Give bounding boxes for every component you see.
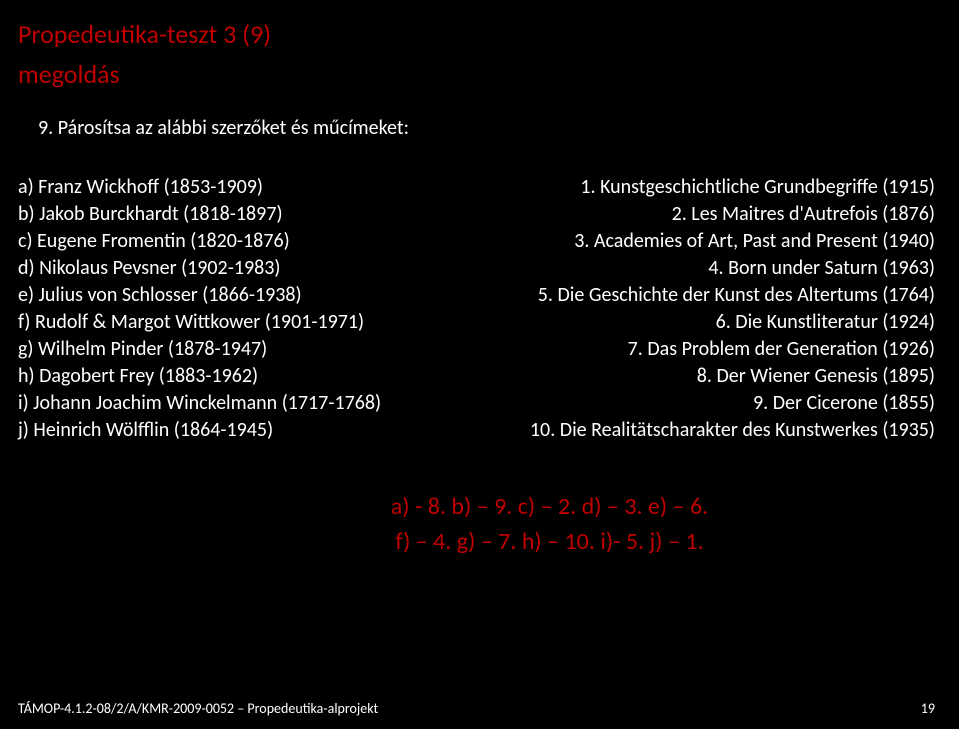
work-item: 2. Les Maitres d'Autrefois (1876) (478, 201, 935, 228)
work-item: 9. Der Cicerone (1855) (478, 390, 935, 417)
answers-row-1: a) - 8. b) – 9. c) – 2. d) – 3. e) – 6. (238, 490, 861, 525)
work-item: 8. Der Wiener Genesis (1895) (478, 363, 935, 390)
answers-block: a) - 8. b) – 9. c) – 2. d) – 3. e) – 6. … (18, 490, 941, 560)
work-item: 4. Born under Saturn (1963) (478, 255, 935, 282)
author-item: b) Jakob Burckhardt (1818-1897) (18, 201, 438, 228)
work-item: 5. Die Geschichte der Kunst des Altertum… (478, 282, 935, 309)
authors-column: a) Franz Wickhoff (1853-1909) b) Jakob B… (18, 174, 438, 444)
work-item: 1. Kunstgeschichtliche Grundbegriffe (19… (478, 174, 935, 201)
work-item: 7. Das Problem der Generation (1926) (478, 336, 935, 363)
work-item: 3. Academies of Art, Past and Present (1… (478, 228, 935, 255)
author-item: f) Rudolf & Margot Wittkower (1901-1971) (18, 309, 438, 336)
author-item: h) Dagobert Frey (1883-1962) (18, 363, 438, 390)
content-columns: a) Franz Wickhoff (1853-1909) b) Jakob B… (18, 174, 941, 444)
author-item: j) Heinrich Wölfflin (1864-1945) (18, 417, 438, 444)
work-item: 10. Die Realitätscharakter des Kunstwerk… (478, 417, 935, 444)
works-column: 1. Kunstgeschichtliche Grundbegriffe (19… (478, 174, 941, 444)
author-item: a) Franz Wickhoff (1853-1909) (18, 174, 438, 201)
footer: TÁMOP-4.1.2-08/2/A/KMR-2009-0052 – Prope… (18, 700, 935, 717)
author-item: i) Johann Joachim Winckelmann (1717-1768… (18, 390, 438, 417)
slide: Propedeutika-teszt 3 (9) megoldás 9. Pár… (0, 0, 959, 729)
answers-row-2: f) – 4. g) – 7. h) – 10. i)- 5. j) – 1. (238, 525, 861, 560)
author-item: c) Eugene Fromentin (1820-1876) (18, 228, 438, 255)
question-text: 9. Párosítsa az alábbi szerzőket és műcí… (38, 116, 941, 140)
footer-left: TÁMOP-4.1.2-08/2/A/KMR-2009-0052 – Prope… (18, 700, 378, 717)
author-item: e) Julius von Schlosser (1866-1938) (18, 282, 438, 309)
slide-title: Propedeutika-teszt 3 (9) (18, 18, 941, 50)
footer-page-number: 19 (921, 700, 935, 717)
slide-subtitle: megoldás (18, 58, 941, 90)
author-item: g) Wilhelm Pinder (1878-1947) (18, 336, 438, 363)
work-item: 6. Die Kunstliteratur (1924) (478, 309, 935, 336)
author-item: d) Nikolaus Pevsner (1902-1983) (18, 255, 438, 282)
